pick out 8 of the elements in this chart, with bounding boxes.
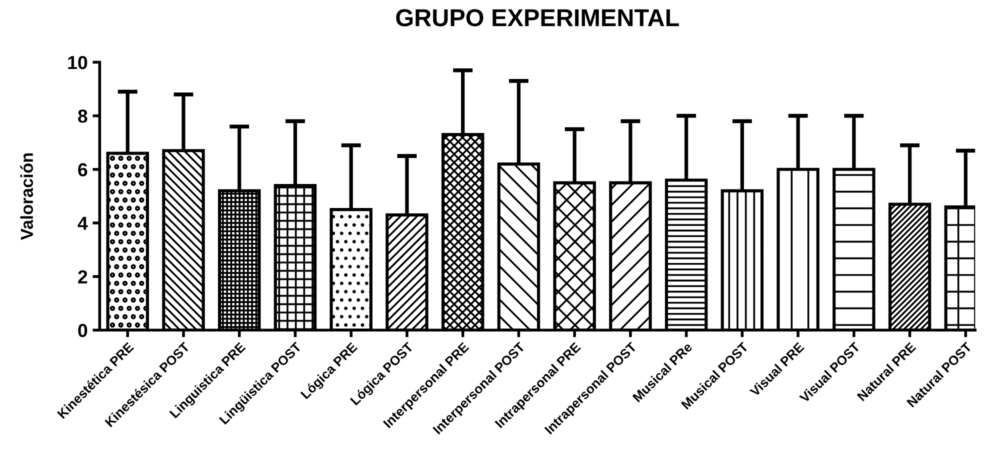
- y-tick-label: 4: [78, 216, 88, 230]
- y-tick-label: 6: [78, 163, 88, 176]
- y-axis-title: Valoración: [20, 153, 34, 240]
- chart-title: GRUPO EXPERIMENTAL: [396, 9, 679, 26]
- y-tick-label: 10: [68, 56, 88, 70]
- y-tick-label: 0: [78, 324, 88, 338]
- y-tick-label: 2: [78, 270, 88, 284]
- y-tick-label: 8: [78, 110, 88, 123]
